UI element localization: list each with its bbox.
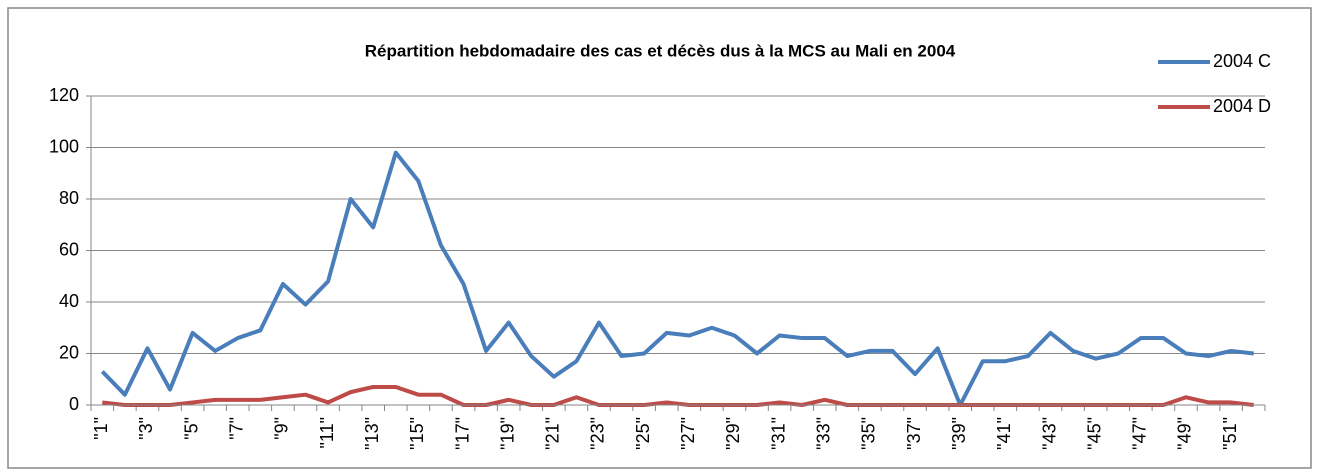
chart-title: Répartition hebdomadaire des cas et décè… (365, 41, 956, 60)
x-tick-label: "41" (994, 417, 1014, 450)
y-tick-label: 120 (49, 85, 79, 105)
x-tick-label: "29" (723, 417, 743, 450)
x-tick-label: "51" (1220, 417, 1240, 450)
x-tick-label: "13" (362, 417, 382, 450)
y-tick-label: 0 (69, 394, 79, 414)
x-tick-label: "15" (407, 417, 427, 450)
x-tick-label: "9" (272, 417, 292, 440)
x-tick-label: "7" (227, 417, 247, 440)
x-tick-label: "45" (1084, 417, 1104, 450)
x-tick-label: "27" (678, 417, 698, 450)
x-tick-label: "47" (1130, 417, 1150, 450)
x-tick-label: "23" (588, 417, 608, 450)
y-tick-label: 40 (59, 291, 79, 311)
x-tick-label: "5" (181, 417, 201, 440)
chart-border (7, 7, 1312, 469)
x-tick-label: "21" (543, 417, 563, 450)
x-tick-label: "3" (136, 417, 156, 440)
x-tick-label: "25" (633, 417, 653, 450)
legend-label: 2004 C (1213, 51, 1271, 71)
y-tick-label: 20 (59, 342, 79, 362)
x-tick-label: "33" (814, 417, 834, 450)
x-tick-label: "43" (1039, 417, 1059, 450)
series-line (100, 150, 1254, 407)
y-tick-label: 80 (59, 188, 79, 208)
x-tick-label: "19" (497, 417, 517, 450)
x-tick-label: "11" (317, 417, 337, 448)
y-tick-label: 60 (59, 239, 79, 259)
x-tick-label: "39" (949, 417, 969, 450)
y-tick-label: 100 (49, 136, 79, 156)
x-tick-label: "49" (1175, 417, 1195, 450)
x-tick-label: "1" (91, 417, 111, 440)
x-tick-label: "31" (768, 417, 788, 450)
legend-label: 2004 D (1213, 96, 1271, 116)
x-tick-label: "37" (904, 417, 924, 450)
x-tick-label: "17" (452, 417, 472, 450)
x-tick-label: "35" (859, 417, 879, 450)
